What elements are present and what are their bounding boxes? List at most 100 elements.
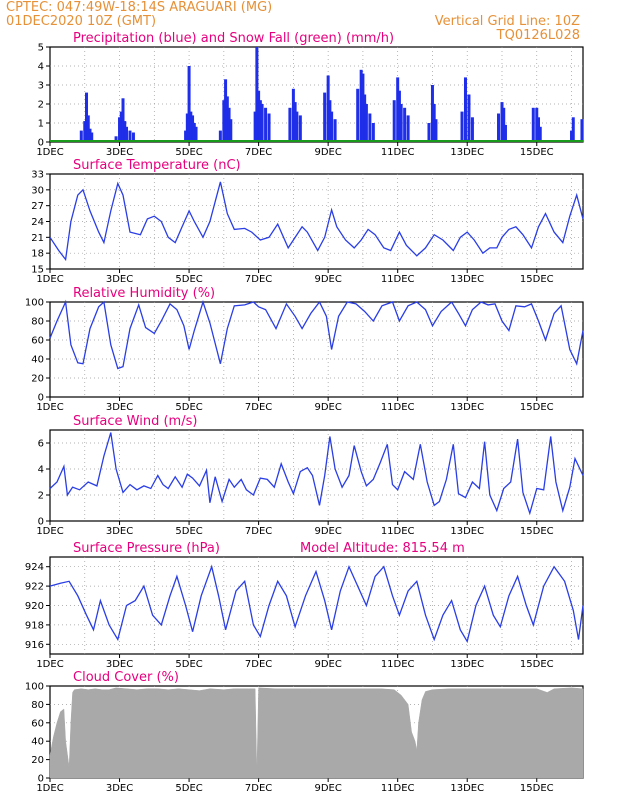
y-tick-label: 4 [38, 465, 44, 476]
x-tick-label: 3DEC [106, 274, 133, 285]
panel-title-cloud-cover: Cloud Cover (%) [73, 670, 179, 685]
x-tick-label: 13DEC [450, 659, 484, 670]
precip-bar [229, 119, 233, 142]
wind-speed-line [49, 432, 584, 516]
precip-bar [396, 77, 400, 142]
plot-frame-humidity [49, 301, 584, 398]
precip-bar [267, 113, 271, 142]
precip-bar [191, 115, 195, 142]
precip-bar [333, 119, 337, 142]
x-tick-label: 15DEC [520, 274, 554, 285]
x-tick-label: 13DEC [450, 526, 484, 537]
x-tick-label: 7DEC [245, 526, 272, 537]
precip-bar [427, 123, 431, 142]
y-tick-label: 60 [31, 336, 44, 347]
precip-bar [260, 104, 264, 142]
precip-bar [114, 136, 118, 142]
header-station: CPTEC: 047:49W-18:14S ARAGUARI (MG) [6, 0, 273, 15]
precip-bar [123, 121, 127, 142]
y-tick-label: 6 [38, 439, 44, 450]
precip-bar [227, 107, 231, 142]
precip-bar [497, 113, 501, 142]
y-tick-label: 4 [38, 62, 44, 73]
x-tick-label: 13DEC [450, 147, 484, 158]
precip-bar [86, 115, 90, 142]
precip-bar [571, 117, 575, 142]
precip-bar [500, 102, 504, 142]
x-tick-label: 5DEC [175, 783, 202, 794]
y-tick-label: 916 [25, 640, 44, 651]
y-tick-label: 3 [38, 81, 44, 92]
x-tick-label: 15DEC [520, 526, 554, 537]
precip-bar [291, 88, 295, 142]
y-tick-label: 920 [25, 601, 44, 612]
x-tick-label: 5DEC [175, 402, 202, 413]
precip-bar [185, 113, 189, 142]
x-tick-label: 1DEC [36, 526, 63, 537]
x-tick-label: 1DEC [36, 659, 63, 670]
y-tick-label: 40 [31, 355, 44, 366]
precip-bar [538, 126, 542, 142]
x-tick-label: 11DEC [381, 274, 415, 285]
precip-bar [90, 132, 94, 142]
header-grid-note: Vertical Grid Line: 10Z [434, 14, 580, 29]
plot-frame-wind [49, 429, 584, 522]
x-tick-label: 9DEC [314, 783, 341, 794]
x-tick-label: 11DEC [381, 526, 415, 537]
precip-bar [434, 119, 438, 142]
y-tick-label: 100 [25, 298, 44, 309]
x-tick-label: 7DEC [245, 147, 272, 158]
precip-bar [502, 107, 506, 142]
y-tick-label: 0 [38, 774, 44, 785]
precip-bar [83, 121, 87, 142]
precip-bar [406, 115, 410, 142]
precip-bar [253, 111, 257, 142]
y-tick-label: 80 [31, 317, 44, 328]
y-tick-label: 0 [38, 393, 44, 404]
precip-bar [364, 104, 368, 142]
y-tick-label: 922 [25, 582, 44, 593]
y-tick-label: 27 [31, 201, 44, 212]
x-tick-label: 11DEC [381, 659, 415, 670]
precip-bar [399, 104, 403, 142]
x-tick-label: 5DEC [175, 526, 202, 537]
precip-bar [119, 111, 123, 142]
x-tick-label: 3DEC [106, 659, 133, 670]
precip-bar [128, 130, 132, 142]
y-tick-label: 40 [31, 737, 44, 748]
panel-title-temperature: Surface Temperature (nC) [73, 158, 241, 173]
x-tick-label: 11DEC [381, 402, 415, 413]
x-tick-label: 15DEC [520, 783, 554, 794]
y-tick-label: 33 [31, 170, 44, 181]
x-tick-label: 15DEC [520, 659, 554, 670]
plot-frame-temperature [49, 173, 584, 270]
precip-bar [264, 107, 268, 142]
x-tick-label: 9DEC [314, 659, 341, 670]
y-tick-label: 5 [38, 43, 44, 54]
precip-bar [503, 124, 507, 142]
y-tick-label: 1 [38, 119, 44, 130]
precip-bar [570, 130, 574, 142]
precip-bar [224, 79, 228, 142]
precip-bar [460, 111, 464, 142]
precip-bar [189, 111, 193, 142]
precip-bar [403, 107, 407, 142]
precip-bar [298, 115, 302, 142]
precip-bar [121, 98, 125, 142]
precip-bar [258, 100, 262, 142]
precip-bar [255, 47, 259, 142]
precip-bar [330, 111, 334, 142]
precip-bar [194, 126, 198, 142]
precip-bar [295, 111, 299, 142]
x-tick-label: 9DEC [314, 147, 341, 158]
plot-frame-precipitation [49, 46, 584, 143]
surface-pressure-line [49, 564, 584, 644]
precip-bar [293, 102, 297, 142]
x-tick-label: 7DEC [245, 659, 272, 670]
precip-bar [85, 92, 89, 142]
precip-bar [467, 94, 471, 142]
precip-bar [124, 126, 128, 142]
precip-bar [257, 90, 261, 142]
precip-bar [326, 75, 330, 142]
